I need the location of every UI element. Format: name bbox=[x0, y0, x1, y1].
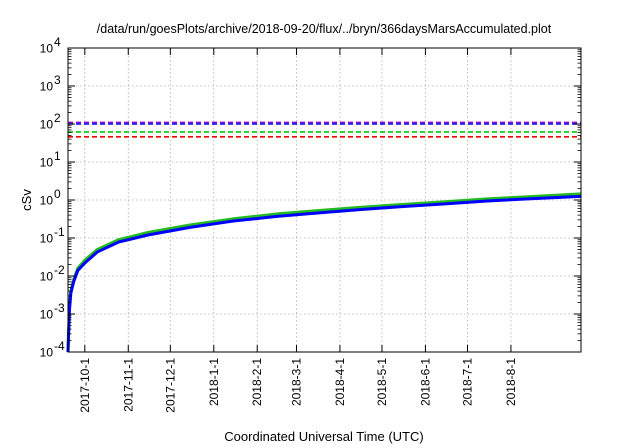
x-tick-label: 2017-11-1 bbox=[121, 358, 135, 412]
grid bbox=[68, 48, 581, 352]
x-tick-label: 2018-5-1 bbox=[375, 358, 389, 406]
x-tick-label: 2018-3-1 bbox=[289, 358, 303, 406]
x-tick-labels: 2017-10-1 2017-11-1 2017-12-1 2018-1-1 2018-… bbox=[78, 358, 518, 413]
x-tick-label: 2018-2-1 bbox=[250, 358, 264, 406]
y-tick-exponent: 4 bbox=[54, 35, 61, 49]
x-tick-label: 2017-12-1 bbox=[163, 358, 177, 413]
x-axis-label: Coordinated Universal Time (UTC) bbox=[224, 429, 423, 444]
y-tick-label: 10 bbox=[40, 118, 54, 132]
x-tick-label: 2018-7-1 bbox=[460, 358, 474, 406]
series-line bbox=[66, 194, 582, 353]
y-tick-label: 10 bbox=[40, 308, 54, 322]
y-tick-label: 10 bbox=[40, 42, 54, 56]
chart-title: /data/run/goesPlots/archive/2018-09-20/f… bbox=[97, 22, 552, 36]
y-tick-label: 10 bbox=[40, 270, 54, 284]
y-tick-label: 10 bbox=[40, 156, 54, 170]
y-tick-label: 10 bbox=[40, 194, 54, 208]
y-tick-exponent: 3 bbox=[54, 73, 61, 87]
y-tick-exponent: 0 bbox=[54, 187, 61, 201]
x-tick-label: 2018-8-1 bbox=[504, 358, 518, 406]
x-tick-label: 2018-6-1 bbox=[418, 358, 432, 406]
y-tick-exponent: -3 bbox=[54, 301, 65, 315]
x-tick-label: 2018-1-1 bbox=[207, 358, 221, 406]
x-tick-label: 2018-4-1 bbox=[333, 358, 347, 406]
axis-ticks bbox=[68, 47, 581, 353]
y-tick-label: 10 bbox=[40, 232, 54, 246]
y-tick-exponent: 2 bbox=[54, 111, 61, 125]
y-tick-exponent: -2 bbox=[54, 263, 65, 277]
y-tick-exponent: -1 bbox=[54, 225, 65, 239]
x-tick-label: 2017-10-1 bbox=[78, 358, 92, 413]
y-tick-label: 10 bbox=[40, 346, 54, 360]
y-tick-label: 10 bbox=[40, 80, 54, 94]
y-tick-exponent: 1 bbox=[54, 149, 61, 163]
series-lines bbox=[66, 192, 582, 353]
y-axis-label: cSv bbox=[19, 189, 34, 211]
y-tick-exponent: -4 bbox=[54, 339, 65, 353]
reference-lines bbox=[68, 121, 581, 138]
